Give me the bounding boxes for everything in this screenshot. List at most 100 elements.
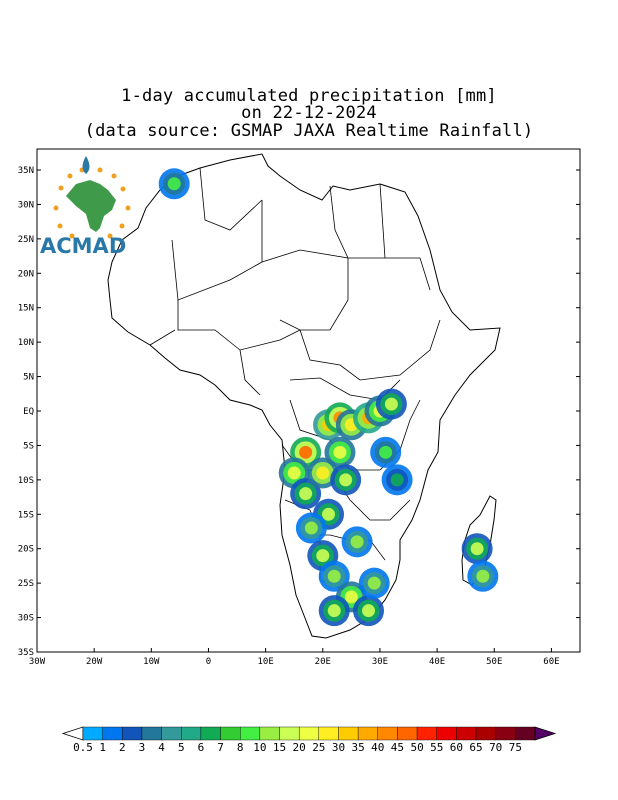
lon-label: 50E bbox=[486, 657, 502, 667]
colorbar-swatch bbox=[475, 726, 496, 741]
colorbar-label: 65 bbox=[469, 741, 482, 754]
rain-cells bbox=[158, 168, 499, 627]
colorbar-label: 1 bbox=[99, 741, 106, 754]
lat-label: 30N bbox=[18, 200, 34, 210]
lon-label: 30W bbox=[29, 657, 46, 667]
title-line-1: 1-day accumulated precipitation [mm] bbox=[121, 86, 497, 106]
rain-cell bbox=[476, 569, 490, 583]
rain-cell bbox=[470, 542, 484, 556]
colorbar-under-arrow bbox=[61, 726, 84, 741]
rain-cell bbox=[316, 466, 330, 480]
lon-label: 20E bbox=[315, 657, 331, 667]
colorbar-label: 7 bbox=[217, 741, 224, 754]
lat-label: 25N bbox=[18, 235, 34, 245]
title-line-3: (data source: GSMAP JAXA Realtime Rainfa… bbox=[84, 121, 534, 141]
colorbar-swatch bbox=[102, 726, 123, 741]
lat-label: 15N bbox=[18, 304, 34, 314]
rain-cell bbox=[350, 535, 364, 549]
colorbar-label: 70 bbox=[489, 741, 502, 754]
water-drop-icon bbox=[82, 156, 90, 174]
colorbar-swatch bbox=[298, 726, 320, 741]
colorbar-label: 25 bbox=[312, 741, 325, 754]
longitude-axis: 30W 20W 10W 0 10E 20E 30E 40E 50E 60E bbox=[29, 648, 560, 667]
lat-label: 35S bbox=[18, 648, 34, 658]
colorbar-swatch bbox=[318, 726, 339, 741]
colorbar-label: 2 bbox=[119, 741, 126, 754]
colorbar-swatch bbox=[436, 726, 457, 741]
colorbar-label: 15 bbox=[273, 741, 286, 754]
colorbar-label: 50 bbox=[410, 741, 423, 754]
colorbar-label: 5 bbox=[178, 741, 185, 754]
colorbar-label: 40 bbox=[371, 741, 384, 754]
africa-map-icon bbox=[66, 180, 116, 232]
colorbar-swatch bbox=[181, 726, 202, 741]
rain-cell bbox=[327, 569, 341, 583]
rain-cell bbox=[362, 604, 376, 618]
rain-cell bbox=[384, 397, 398, 411]
colorbar-label: 30 bbox=[332, 741, 345, 754]
lon-label: 40E bbox=[429, 657, 445, 667]
colorbar-label: 60 bbox=[450, 741, 463, 754]
colorbar-swatch bbox=[200, 726, 221, 741]
rain-cell bbox=[333, 445, 347, 459]
rain-cell bbox=[344, 590, 358, 604]
lat-label: 15S bbox=[18, 510, 34, 520]
lon-label: 0 bbox=[206, 657, 211, 667]
rain-cell bbox=[390, 473, 404, 487]
colorbar-label: 8 bbox=[237, 741, 244, 754]
colorbar-label: 75 bbox=[509, 741, 522, 754]
colorbar: 0.5 1 2 3 4 5 6 7 8 10 15 20 25 30 35 40 45 50 55 60 65 70 75 bbox=[61, 726, 557, 754]
lon-label: 10E bbox=[257, 657, 273, 667]
rain-cell bbox=[287, 466, 301, 480]
colorbar-swatch bbox=[377, 726, 398, 741]
title-line-2: on 22-12-2024 bbox=[241, 103, 377, 123]
rain-cell bbox=[304, 521, 318, 535]
rain-cell bbox=[316, 549, 330, 563]
lon-label: 60E bbox=[543, 657, 559, 667]
colorbar-label: 35 bbox=[352, 741, 365, 754]
lat-label: 10S bbox=[18, 476, 34, 486]
colorbar-swatch bbox=[515, 726, 536, 741]
lat-label: 5S bbox=[23, 441, 34, 451]
colorbar-label: 3 bbox=[139, 741, 146, 754]
rain-cell bbox=[379, 445, 393, 459]
colorbar-swatch bbox=[279, 726, 300, 741]
colorbar-swatch bbox=[220, 726, 241, 741]
map-land-layer bbox=[107, 153, 501, 639]
colorbar-label: 6 bbox=[198, 741, 205, 754]
rain-cell bbox=[367, 576, 381, 590]
colorbar-label: 0.5 bbox=[73, 741, 93, 754]
lat-label: 30S bbox=[18, 614, 34, 624]
colorbar-swatch bbox=[357, 726, 378, 741]
colorbar-swatch bbox=[259, 726, 280, 741]
colorbar-swatch bbox=[161, 726, 182, 741]
lat-label: 10N bbox=[18, 338, 34, 348]
colorbar-swatch bbox=[495, 726, 516, 741]
lat-label: 5N bbox=[23, 373, 34, 383]
colorbar-swatch bbox=[416, 726, 437, 741]
rain-cell bbox=[327, 604, 341, 618]
colorbar-over-arrow bbox=[534, 726, 557, 741]
rain-cell bbox=[167, 177, 181, 191]
plot-frame bbox=[36, 148, 581, 653]
rain-cell bbox=[299, 445, 313, 459]
lat-label: EQ bbox=[23, 407, 34, 417]
colorbar-label: 4 bbox=[158, 741, 165, 754]
rain-cell bbox=[339, 473, 353, 487]
africa-coastline bbox=[107, 153, 501, 639]
rain-cell bbox=[299, 487, 313, 501]
sun-rays-icon bbox=[53, 167, 131, 239]
colorbar-swatch bbox=[338, 726, 359, 741]
colorbar-label: 20 bbox=[293, 741, 306, 754]
colorbar-swatch bbox=[397, 726, 418, 741]
lon-label: 30E bbox=[372, 657, 388, 667]
lat-label: 20S bbox=[18, 545, 34, 555]
colorbar-swatch bbox=[122, 726, 143, 741]
lat-label: 25S bbox=[18, 579, 34, 589]
lon-label: 20W bbox=[86, 657, 103, 667]
colorbar-label: 10 bbox=[253, 741, 266, 754]
lon-label: 10W bbox=[143, 657, 160, 667]
colorbar-swatch bbox=[141, 726, 162, 741]
colorbar-swatch bbox=[456, 726, 477, 741]
